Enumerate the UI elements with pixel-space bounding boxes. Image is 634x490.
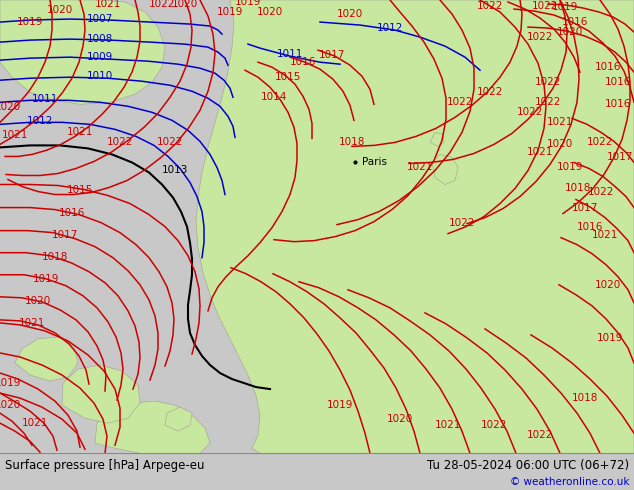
Text: 1022: 1022 [527, 430, 553, 440]
Text: 1022: 1022 [535, 77, 561, 87]
Text: 1012: 1012 [27, 116, 53, 126]
Text: 1011: 1011 [277, 49, 303, 59]
Text: 1015: 1015 [275, 72, 301, 82]
Text: 1016: 1016 [59, 208, 85, 218]
Text: 1018: 1018 [565, 182, 591, 193]
Polygon shape [95, 401, 210, 453]
Text: 1019: 1019 [0, 378, 21, 388]
Text: 1022: 1022 [588, 187, 614, 196]
Text: 1022: 1022 [449, 218, 476, 228]
Text: 1021: 1021 [95, 0, 121, 9]
Text: 1022: 1022 [517, 107, 543, 117]
Text: 1022: 1022 [477, 1, 503, 11]
Text: 1016: 1016 [577, 221, 603, 232]
Text: 1015: 1015 [67, 185, 93, 195]
Text: 1019: 1019 [235, 0, 261, 7]
Text: 1019: 1019 [327, 400, 353, 410]
Text: © weatheronline.co.uk: © weatheronline.co.uk [510, 477, 629, 487]
Text: 1008: 1008 [87, 34, 113, 44]
Text: 1018: 1018 [42, 252, 68, 262]
Text: 1022: 1022 [107, 137, 133, 147]
Text: 1020: 1020 [25, 296, 51, 306]
Text: Paris: Paris [362, 157, 387, 168]
Text: Surface pressure [hPa] Arpege-eu: Surface pressure [hPa] Arpege-eu [5, 459, 205, 472]
Text: 1016: 1016 [562, 17, 588, 27]
Text: 1021: 1021 [19, 318, 45, 328]
Text: 1020: 1020 [557, 27, 583, 37]
Text: 1016: 1016 [595, 62, 621, 72]
Text: 1017: 1017 [572, 202, 598, 213]
Text: 1022: 1022 [527, 32, 553, 42]
Text: 1020: 1020 [47, 5, 73, 15]
Text: 1021: 1021 [547, 117, 573, 127]
Text: 1009: 1009 [87, 52, 113, 62]
Polygon shape [430, 132, 444, 147]
Text: 1018: 1018 [572, 393, 598, 403]
Text: 1020: 1020 [337, 9, 363, 19]
Text: 1022: 1022 [149, 0, 175, 9]
Text: 1021: 1021 [435, 420, 461, 430]
Text: 1019: 1019 [217, 7, 243, 17]
Text: 1010: 1010 [87, 71, 113, 81]
Text: 1021: 1021 [592, 230, 618, 240]
Polygon shape [432, 154, 458, 185]
Text: 1020: 1020 [0, 102, 21, 112]
Text: 1017: 1017 [607, 152, 633, 162]
Text: 1016: 1016 [605, 77, 631, 87]
Text: 1021: 1021 [67, 127, 93, 137]
Text: 1020: 1020 [387, 414, 413, 424]
Text: 1020: 1020 [595, 280, 621, 290]
Text: 1018: 1018 [339, 137, 365, 147]
Text: 1020: 1020 [0, 400, 21, 410]
Text: 1012: 1012 [377, 23, 403, 33]
Text: 1020: 1020 [172, 0, 198, 9]
Text: 1019: 1019 [557, 163, 583, 172]
Text: 1022: 1022 [447, 98, 473, 107]
Polygon shape [15, 337, 78, 381]
Text: Tu 28-05-2024 06:00 UTC (06+72): Tu 28-05-2024 06:00 UTC (06+72) [427, 459, 629, 472]
Text: 1017: 1017 [319, 50, 345, 60]
Text: 1022: 1022 [532, 1, 558, 11]
Text: 1022: 1022 [535, 98, 561, 107]
Text: 1019: 1019 [552, 2, 578, 12]
Text: 1021: 1021 [2, 130, 28, 140]
Text: 1013: 1013 [162, 166, 188, 175]
Text: 1016: 1016 [605, 99, 631, 109]
Text: 1019: 1019 [597, 333, 623, 343]
Text: 1016: 1016 [290, 57, 316, 67]
Text: 1019: 1019 [33, 274, 59, 284]
Polygon shape [165, 407, 192, 431]
Polygon shape [0, 0, 165, 104]
Text: 1021: 1021 [22, 418, 48, 428]
Text: 1007: 1007 [87, 14, 113, 24]
Polygon shape [62, 365, 140, 423]
Text: 1020: 1020 [547, 139, 573, 149]
Text: 1021: 1021 [407, 163, 433, 172]
Text: 1022: 1022 [587, 137, 613, 147]
Text: 1020: 1020 [257, 7, 283, 17]
Text: 1021: 1021 [527, 147, 553, 157]
Text: 1019: 1019 [17, 17, 43, 27]
Text: 1011: 1011 [32, 94, 58, 104]
Text: 1022: 1022 [481, 420, 507, 430]
Text: 1022: 1022 [477, 87, 503, 97]
Text: 1014: 1014 [261, 92, 287, 102]
Text: 1017: 1017 [52, 230, 78, 240]
Polygon shape [196, 0, 634, 453]
Text: 1022: 1022 [157, 137, 183, 147]
